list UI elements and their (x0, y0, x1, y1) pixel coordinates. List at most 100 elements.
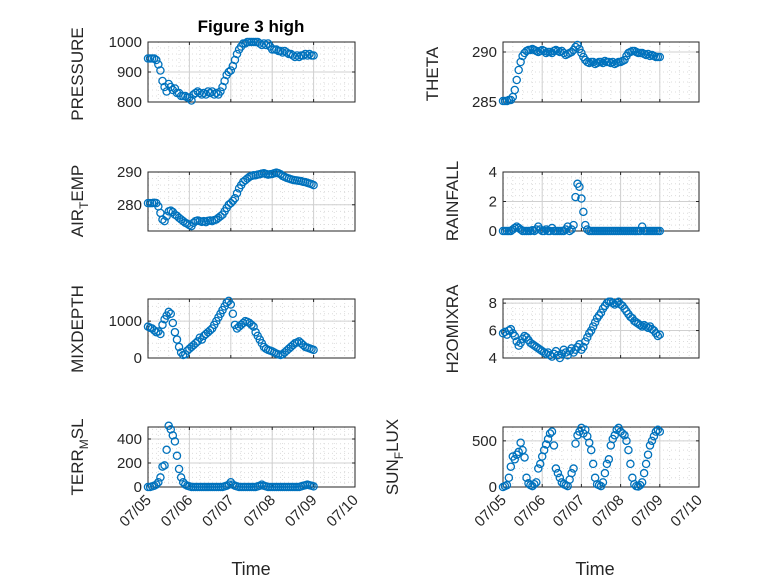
data-point (541, 440, 551, 449)
y-tick-label: 6 (489, 323, 497, 340)
data-point (154, 477, 163, 487)
data-point (164, 307, 173, 317)
data-point (520, 453, 529, 462)
data-point (543, 434, 553, 444)
data-point (178, 216, 188, 226)
data-point (577, 48, 586, 58)
x-tick-label: 07/07 (550, 492, 589, 531)
y-tick-label: 285 (472, 94, 497, 111)
data-point (232, 189, 242, 198)
data-point (276, 46, 285, 56)
data-point (172, 451, 182, 461)
data-point (551, 464, 561, 473)
data-point (512, 75, 521, 85)
data-point (577, 423, 586, 433)
data-point (516, 438, 525, 447)
data-point (522, 473, 531, 483)
data-point (651, 427, 661, 436)
data-point (504, 473, 514, 483)
data-point (514, 65, 523, 75)
data-point (635, 320, 645, 330)
ylabel-sun-flux: SUNFLUX (383, 419, 406, 495)
data-point (535, 459, 545, 469)
data-point (305, 49, 314, 59)
data-point (612, 425, 621, 435)
data-point (195, 88, 204, 98)
data-point (298, 51, 308, 60)
data-point (618, 429, 627, 438)
data-point (622, 436, 631, 446)
data-point (555, 473, 565, 483)
y-tick-label: 200 (117, 455, 142, 472)
data-point (510, 223, 520, 233)
data-point (567, 468, 576, 478)
data-point (216, 87, 225, 96)
data-point (149, 54, 159, 63)
axes-box (502, 41, 700, 103)
data-point (292, 51, 302, 60)
data-point (647, 436, 657, 446)
data-point (624, 445, 633, 455)
data-point (230, 193, 240, 203)
panel-1: 800 900 1000 (109, 34, 356, 111)
data-point (149, 326, 159, 335)
data-point (604, 455, 614, 464)
ylabel-theta: THETA (423, 46, 442, 101)
data-point (655, 52, 665, 62)
data-point (276, 170, 285, 179)
data-point (590, 318, 600, 327)
data-point (238, 318, 248, 328)
ylabel-air-temp: AIRTEMP (68, 165, 91, 238)
data-point (581, 337, 590, 346)
ylabel-h2omixra: H2OMIXRA (443, 284, 462, 373)
data-point (506, 462, 516, 471)
data-point (596, 308, 606, 317)
data-point (156, 66, 165, 75)
data-point (620, 55, 629, 65)
y-tick-label: 1000 (109, 34, 142, 51)
data-point (170, 437, 180, 446)
data-point (583, 225, 592, 234)
data-point (261, 40, 271, 50)
series-markers (498, 423, 665, 492)
data-point (216, 211, 225, 221)
data-point (174, 464, 184, 474)
data-point (571, 439, 580, 448)
y-tick-label: 290 (117, 164, 142, 181)
y-tick-label: 0 (489, 223, 497, 240)
data-point (598, 478, 608, 487)
data-point (549, 441, 559, 450)
minor-grid (147, 427, 356, 488)
data-point (637, 478, 647, 487)
data-point (610, 431, 619, 440)
data-point (518, 445, 527, 455)
data-point (586, 326, 596, 335)
data-point (539, 445, 549, 455)
ylabel-mixdepth: MIXDEPTH (68, 285, 87, 373)
y-tick-label: 900 (117, 64, 142, 81)
data-point (643, 450, 653, 459)
panel-8: 0 500 07/05 07/06 07/07 07/08 07/09 07/10 (471, 423, 706, 531)
data-point (309, 482, 318, 491)
data-point (195, 333, 204, 342)
data-point (224, 67, 233, 77)
data-point (641, 459, 651, 469)
data-point (247, 320, 256, 330)
data-point (309, 180, 318, 190)
x-tick-label: 07/10 (323, 492, 362, 531)
data-point (584, 438, 594, 447)
y-tick-label: 8 (489, 295, 497, 312)
data-point (226, 66, 236, 75)
data-point (653, 331, 663, 341)
data-point (158, 320, 167, 330)
data-point (506, 324, 516, 334)
data-point (201, 217, 211, 227)
data-point (577, 194, 586, 203)
data-point (309, 345, 318, 355)
data-point (156, 329, 165, 339)
x-tick-label: 07/08 (240, 492, 279, 531)
data-point (567, 344, 576, 353)
data-point (516, 338, 525, 348)
data-point (530, 479, 539, 489)
